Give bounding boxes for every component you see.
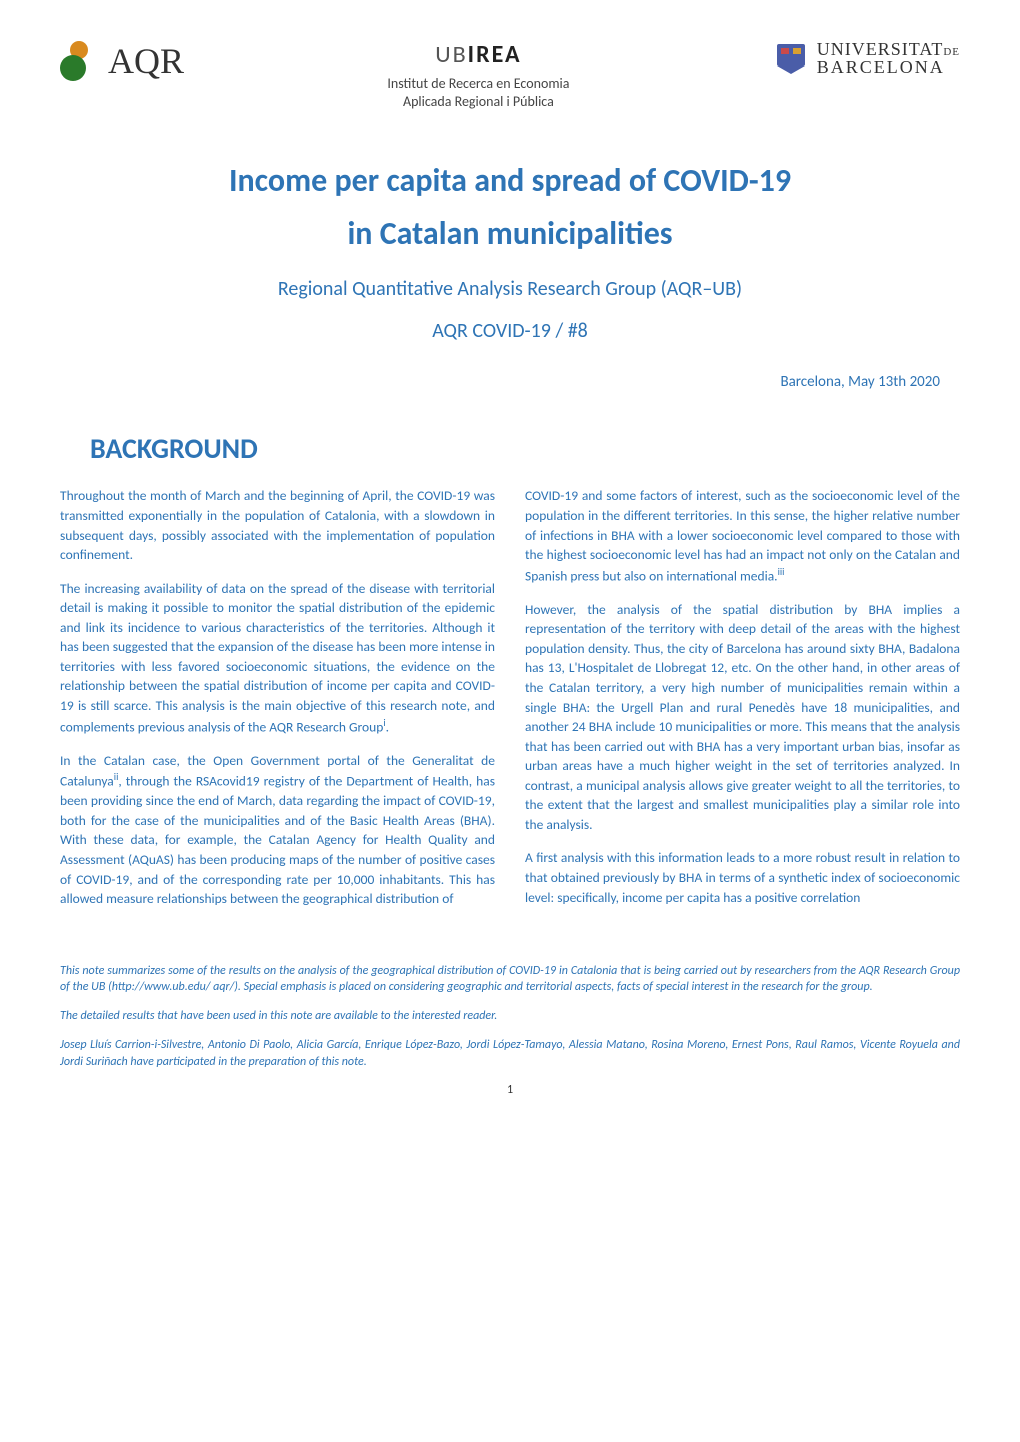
sub-title: in Catalan municipalities xyxy=(60,214,960,253)
column-right: COVID-19 and some factors of interest, s… xyxy=(525,486,960,922)
para-r1: COVID-19 and some factors of interest, s… xyxy=(525,486,960,585)
para-l2: The increasing availability of data on t… xyxy=(60,579,495,737)
aqr-logo-text: AQR xyxy=(108,40,184,82)
aqr-logo-icon xyxy=(60,41,100,81)
logo-aqr: AQR xyxy=(60,40,184,82)
ubirea-brand: UBIREA xyxy=(204,40,753,69)
page-number: 1 xyxy=(60,1083,960,1097)
main-title: Income per capita and spread of COVID-19 xyxy=(60,161,960,200)
para-l3: In the Catalan case, the Open Government… xyxy=(60,751,495,909)
footnote-3: Josep Lluís Carrion-i-Silvestre, Antonio… xyxy=(60,1037,960,1071)
header-center: UBIREA Institut de Recerca en Economia A… xyxy=(184,40,773,111)
logo-ub: UNIVERSITATDE BARCELONA xyxy=(773,40,960,76)
section-heading-background: BACKGROUND xyxy=(90,431,960,466)
publication-date: Barcelona, May 13th 2020 xyxy=(60,373,960,391)
issue-number: AQR COVID-19 / #8 xyxy=(60,319,960,343)
body-columns: Throughout the month of March and the be… xyxy=(60,486,960,922)
column-left: Throughout the month of March and the be… xyxy=(60,486,495,922)
footnote-1: This note summarizes some of the results… xyxy=(60,963,960,997)
para-r3: A first analysis with this information l… xyxy=(525,848,960,907)
para-r2: However, the analysis of the spatial dis… xyxy=(525,600,960,835)
para-l1: Throughout the month of March and the be… xyxy=(60,486,495,564)
footnote-2: The detailed results that have been used… xyxy=(60,1008,960,1025)
title-block: Income per capita and spread of COVID-19… xyxy=(60,161,960,343)
header: AQR UBIREA Institut de Recerca en Econom… xyxy=(60,40,960,111)
footnotes: This note summarizes some of the results… xyxy=(60,963,960,1071)
research-group: Regional Quantitative Analysis Research … xyxy=(60,277,960,301)
ub-text: UNIVERSITATDE BARCELONA xyxy=(817,40,960,76)
ub-shield-icon xyxy=(773,40,809,76)
institute-name: Institut de Recerca en Economia Aplicada… xyxy=(204,75,753,111)
page-container: AQR UBIREA Institut de Recerca en Econom… xyxy=(0,0,1020,1127)
